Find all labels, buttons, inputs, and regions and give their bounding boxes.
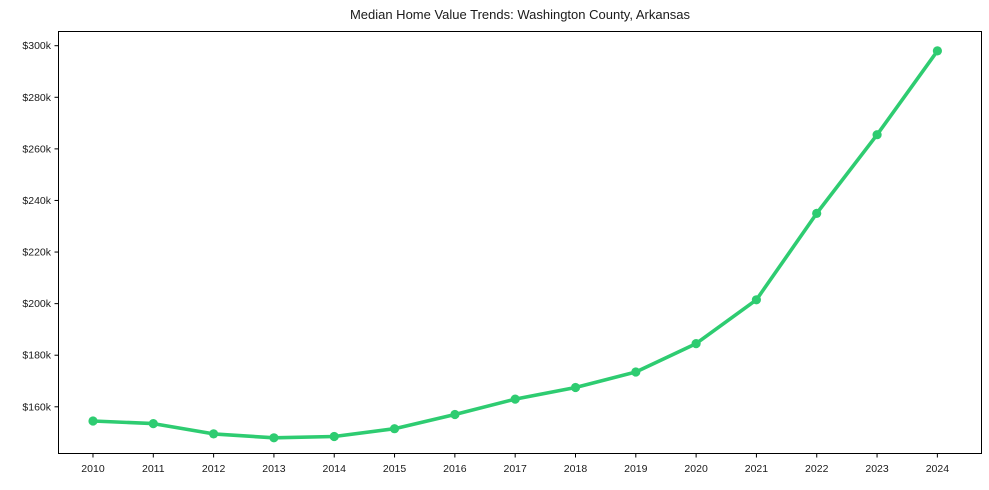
x-tick-label: 2022	[805, 463, 829, 475]
x-tick-label: 2017	[503, 463, 527, 475]
chart-title: Median Home Value Trends: Washington Cou…	[349, 7, 691, 22]
x-tick-label: 2024	[926, 463, 950, 475]
x-tick-label: 2010	[81, 463, 105, 475]
y-tick-label: $160k	[22, 401, 51, 413]
x-tick-label: 2011	[142, 463, 165, 475]
x-tick-label: 2013	[262, 463, 286, 475]
x-tick-label: 2018	[564, 463, 588, 475]
x-tick-label: 2020	[684, 463, 708, 475]
data-point-2014	[329, 431, 339, 442]
trend-line	[91, 49, 940, 440]
data-point-2015	[389, 424, 400, 434]
y-tick-label: $280k	[22, 92, 51, 104]
data-point-2011	[148, 419, 158, 429]
data-point-2017	[510, 394, 520, 404]
x-tick-label: 2021	[745, 463, 769, 475]
data-point-2012	[209, 429, 219, 439]
x-tick-label: 2023	[865, 463, 889, 475]
y-tick-label: $240k	[22, 195, 51, 207]
data-point-2013	[269, 433, 279, 443]
data-point-2023	[872, 130, 882, 140]
data-point-2018	[570, 382, 581, 393]
y-tick-label: $180k	[22, 350, 51, 362]
data-point-2016	[450, 409, 460, 420]
data-point-2024	[932, 46, 943, 56]
data-point-2010	[88, 416, 98, 426]
data-point-2021	[751, 295, 762, 305]
x-tick-label: 2012	[202, 463, 226, 475]
x-tick-label: 2019	[624, 463, 648, 475]
data-point-2022	[812, 208, 822, 218]
y-tick-label: $300k	[22, 40, 51, 52]
plot-border	[58, 31, 982, 454]
y-tick-label: $200k	[22, 298, 51, 310]
x-tick-label: 2015	[383, 463, 407, 475]
data-point-2020	[691, 339, 701, 349]
x-tick-label: 2016	[443, 463, 467, 475]
x-tick-label: 2014	[323, 463, 347, 475]
y-tick-label: $260k	[22, 143, 51, 155]
y-tick-label: $220k	[22, 247, 51, 259]
data-point-2019	[631, 367, 641, 377]
